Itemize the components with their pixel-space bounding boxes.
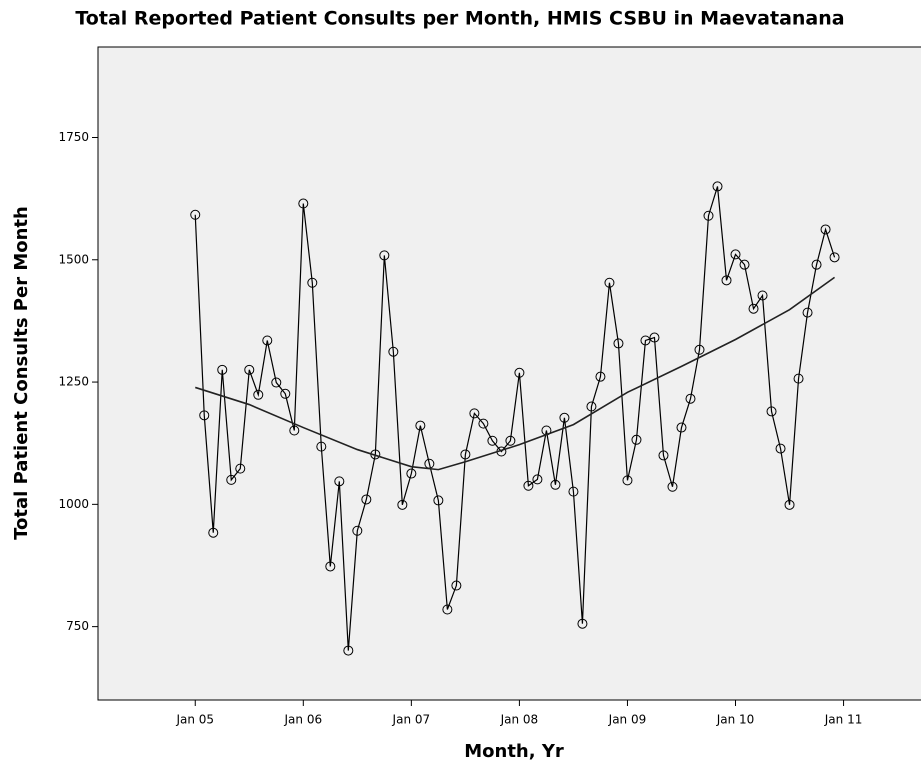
data-point bbox=[190, 209, 201, 220]
data-point bbox=[487, 435, 498, 446]
data-point bbox=[235, 463, 246, 474]
data-point bbox=[442, 604, 453, 615]
data-point bbox=[532, 474, 543, 485]
data-point bbox=[361, 494, 372, 505]
data-point bbox=[667, 481, 678, 492]
data-point bbox=[217, 364, 228, 375]
data-point bbox=[703, 210, 714, 221]
data-point bbox=[775, 443, 786, 454]
data-point bbox=[289, 425, 300, 436]
data-point bbox=[649, 332, 660, 343]
data-point bbox=[253, 389, 264, 400]
y-tick-label: 1000 bbox=[58, 497, 89, 511]
data-point bbox=[406, 468, 417, 479]
data-point bbox=[298, 198, 309, 209]
data-point bbox=[802, 307, 813, 318]
data-point bbox=[577, 618, 588, 629]
data-point bbox=[721, 275, 732, 286]
data-point bbox=[379, 250, 390, 261]
data-point bbox=[622, 475, 633, 486]
data-point bbox=[595, 371, 606, 382]
data-point bbox=[811, 259, 822, 270]
data-point bbox=[307, 277, 318, 288]
data-point bbox=[226, 474, 237, 485]
data-point bbox=[244, 364, 255, 375]
data-point bbox=[514, 367, 525, 378]
data-point bbox=[397, 499, 408, 510]
data-point bbox=[280, 388, 291, 399]
x-tick-label: Jan 07 bbox=[392, 713, 431, 727]
data-point bbox=[748, 303, 759, 314]
data-point bbox=[334, 476, 345, 487]
data-point bbox=[559, 412, 570, 423]
data-point bbox=[469, 408, 480, 419]
data-point bbox=[613, 338, 624, 349]
chart-title: Total Reported Patient Consults per Mont… bbox=[75, 8, 844, 30]
data-point bbox=[343, 645, 354, 656]
data-point bbox=[208, 527, 219, 538]
y-tick-label: 1750 bbox=[58, 130, 89, 144]
data-point bbox=[523, 480, 534, 491]
x-tick-label: Jan 06 bbox=[284, 713, 323, 727]
y-tick-label: 1250 bbox=[58, 375, 89, 389]
data-point bbox=[325, 561, 336, 572]
data-point bbox=[460, 449, 471, 460]
series-line bbox=[195, 276, 836, 471]
data-point bbox=[820, 224, 831, 235]
data-point bbox=[766, 406, 777, 417]
data-point bbox=[550, 479, 561, 490]
y-tick-label: 750 bbox=[66, 619, 89, 633]
data-point bbox=[262, 335, 273, 346]
x-tick-label: Jan 10 bbox=[716, 713, 755, 727]
y-axis-label: Total Patient Consults Per Month bbox=[11, 206, 32, 540]
y-tick-label: 1500 bbox=[58, 252, 89, 266]
data-point bbox=[478, 418, 489, 429]
data-point bbox=[757, 290, 768, 301]
x-tick-label: Jan 11 bbox=[824, 713, 863, 727]
data-point bbox=[784, 499, 795, 510]
data-point bbox=[604, 277, 615, 288]
x-tick-label: Jan 08 bbox=[500, 713, 539, 727]
data-point bbox=[199, 410, 210, 421]
data-point bbox=[586, 401, 597, 412]
data-point bbox=[451, 580, 462, 591]
data-point bbox=[829, 252, 840, 263]
data-point bbox=[415, 420, 426, 431]
data-point bbox=[640, 335, 651, 346]
data-point bbox=[631, 434, 642, 445]
data-point bbox=[739, 259, 750, 270]
data-point bbox=[793, 373, 804, 384]
plot-border bbox=[97, 46, 921, 701]
data-point bbox=[694, 344, 705, 355]
data-point bbox=[730, 249, 741, 260]
plot-area bbox=[98, 47, 921, 700]
x-tick-label: Jan 09 bbox=[608, 713, 647, 727]
data-point bbox=[352, 525, 363, 536]
data-point bbox=[433, 495, 444, 506]
data-point bbox=[712, 181, 723, 192]
data-point bbox=[505, 435, 516, 446]
x-axis-label: Month, Yr bbox=[464, 741, 564, 762]
data-point bbox=[316, 441, 327, 452]
data-point bbox=[271, 377, 282, 388]
data-point bbox=[388, 346, 399, 357]
data-point bbox=[676, 422, 687, 433]
data-point bbox=[568, 486, 579, 497]
x-tick-label: Jan 05 bbox=[175, 713, 214, 727]
data-point bbox=[685, 393, 696, 404]
data-point bbox=[658, 450, 669, 461]
